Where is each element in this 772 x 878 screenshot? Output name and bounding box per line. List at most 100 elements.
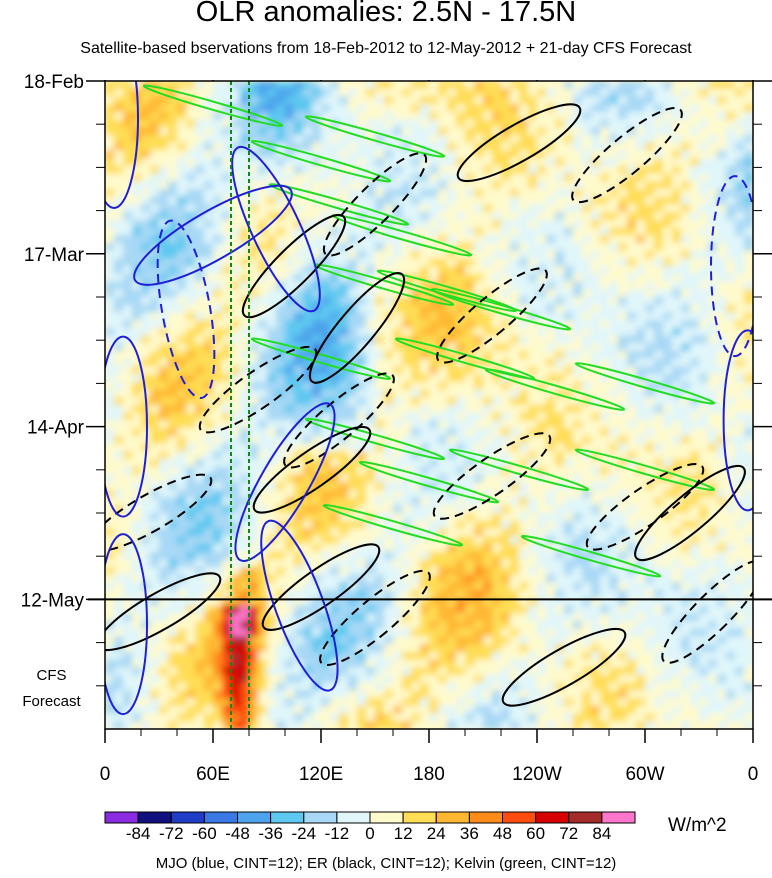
- heatmap-cell: [528, 528, 538, 538]
- heatmap-cell: [294, 181, 304, 190]
- heatmap-cell: [555, 204, 565, 214]
- heatmap-cell: [186, 358, 196, 368]
- heatmap-cell: [420, 528, 430, 538]
- heatmap-cell: [474, 597, 484, 607]
- heatmap-cell: [528, 597, 538, 607]
- heatmap-cell: [645, 459, 655, 468]
- heatmap-cell: [114, 374, 124, 383]
- heatmap-cell: [663, 482, 673, 491]
- heatmap-cell: [321, 304, 331, 314]
- heatmap-cell: [267, 189, 277, 198]
- heatmap-cell: [339, 551, 349, 561]
- heatmap-cell: [249, 582, 259, 592]
- heatmap-cell: [483, 135, 493, 144]
- heatmap-cell: [393, 235, 403, 244]
- heatmap-cell: [393, 559, 403, 568]
- heatmap-cell: [177, 135, 187, 144]
- heatmap-cell: [105, 459, 115, 468]
- heatmap-cell: [294, 127, 304, 136]
- heatmap-cell: [240, 320, 250, 329]
- heatmap-cell: [591, 127, 601, 136]
- heatmap-cell: [501, 474, 511, 484]
- heatmap-cell: [231, 219, 241, 229]
- heatmap-cell: [573, 320, 583, 329]
- heatmap-cell: [546, 304, 556, 314]
- heatmap-cell: [501, 520, 511, 530]
- heatmap-cell: [258, 513, 268, 522]
- heatmap-cell: [573, 451, 583, 460]
- heatmap-cell: [177, 582, 187, 592]
- heatmap-cell: [501, 142, 511, 152]
- heatmap-cell: [330, 466, 340, 476]
- heatmap-cell: [195, 605, 205, 615]
- heatmap-cell: [609, 312, 619, 322]
- heatmap-cell: [699, 189, 709, 198]
- heatmap-cell: [555, 405, 565, 414]
- heatmap-cell: [330, 88, 340, 98]
- heatmap-cell: [672, 227, 682, 237]
- heatmap-cell: [375, 351, 385, 360]
- heatmap-cell: [285, 574, 295, 584]
- heatmap-cell: [375, 312, 385, 322]
- heatmap-cell: [654, 351, 664, 360]
- heatmap-cell: [402, 389, 412, 399]
- heatmap-cell: [303, 266, 313, 275]
- heatmap-cell: [456, 189, 466, 198]
- heatmap-cell: [690, 312, 700, 322]
- heatmap-cell: [429, 312, 439, 322]
- heatmap-cell: [168, 412, 178, 422]
- heatmap-cell: [663, 196, 673, 206]
- heatmap-cell: [222, 158, 232, 167]
- heatmap-cell: [402, 405, 412, 414]
- heatmap-cell: [645, 389, 655, 399]
- heatmap-cell: [330, 513, 340, 522]
- heatmap-cell: [348, 312, 358, 322]
- heatmap-cell: [294, 196, 304, 206]
- heatmap-cell: [123, 127, 133, 136]
- heatmap-cell: [627, 104, 637, 113]
- heatmap-cell: [447, 435, 457, 445]
- heatmap-cell: [240, 582, 250, 592]
- heatmap-cell: [744, 381, 753, 391]
- heatmap-cell: [213, 258, 223, 268]
- heatmap-cell: [573, 258, 583, 268]
- heatmap-cell: [618, 127, 628, 136]
- heatmap-cell: [267, 335, 277, 345]
- heatmap-cell: [528, 397, 538, 406]
- heatmap-cell: [348, 597, 358, 607]
- heatmap-cell: [195, 289, 205, 298]
- heatmap-cell: [159, 111, 169, 121]
- heatmap-cell: [690, 513, 700, 522]
- heatmap-cell: [267, 528, 277, 538]
- heatmap-cell: [312, 428, 322, 437]
- heatmap-cell: [690, 127, 700, 136]
- heatmap-cell: [456, 420, 466, 430]
- heatmap-cell: [735, 104, 745, 113]
- heatmap-cell: [348, 405, 358, 414]
- heatmap-cell: [627, 543, 637, 553]
- heatmap-cell: [384, 196, 394, 206]
- heatmap-cell: [132, 281, 142, 291]
- heatmap-cell: [249, 181, 259, 190]
- heatmap-cell: [654, 574, 664, 584]
- heatmap-cell: [348, 304, 358, 314]
- heatmap-cell: [267, 389, 277, 399]
- heatmap-cell: [492, 343, 502, 352]
- heatmap-cell: [555, 88, 565, 98]
- heatmap-cell: [384, 227, 394, 237]
- heatmap-cell: [447, 420, 457, 430]
- heatmap-cell: [384, 366, 394, 376]
- heatmap-cell: [177, 150, 187, 160]
- heatmap-cell: [339, 489, 349, 499]
- heatmap-cell: [726, 590, 736, 599]
- heatmap-cell: [591, 281, 601, 291]
- heatmap-cell: [321, 173, 331, 183]
- heatmap-cell: [510, 189, 520, 198]
- heatmap-cell: [420, 327, 430, 337]
- heatmap-cell: [537, 273, 547, 283]
- heatmap-cell: [159, 227, 169, 237]
- heatmap-cell: [708, 459, 718, 468]
- heatmap-cell: [582, 119, 592, 129]
- heatmap-cell: [384, 412, 394, 422]
- heatmap-cell: [717, 459, 727, 468]
